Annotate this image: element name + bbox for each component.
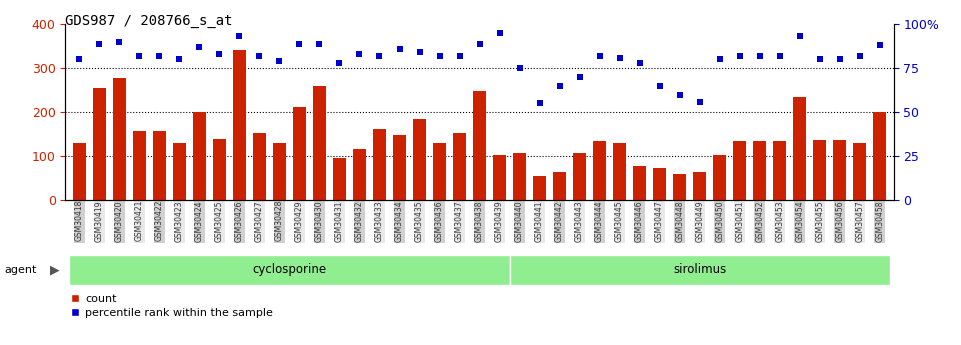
Bar [93,88,106,200]
Bar [653,168,666,200]
Point [612,55,628,60]
Bar [813,140,826,200]
Point [752,53,767,59]
Bar [593,141,606,200]
Point [812,57,827,62]
Point [272,58,287,64]
Bar [413,119,426,200]
Bar [633,166,646,200]
Bar [473,91,486,200]
Point [252,53,267,59]
Point [712,57,727,62]
Point [472,41,487,46]
Text: cyclosporine: cyclosporine [253,264,327,276]
Bar [613,143,627,200]
Point [552,83,567,89]
Bar [112,78,126,200]
Point [232,34,247,39]
Bar [173,143,185,200]
Point [332,60,347,66]
Text: ▶: ▶ [50,264,60,276]
Bar [73,143,86,200]
Bar [353,149,366,200]
Point [592,53,607,59]
Point [392,46,407,51]
Point [91,41,107,46]
Point [132,53,147,59]
Bar [493,155,506,200]
Text: agent: agent [5,265,37,275]
Text: sirolimus: sirolimus [673,264,727,276]
Bar [833,140,847,200]
Text: GDS987 / 208766_s_at: GDS987 / 208766_s_at [65,14,233,28]
Bar [273,143,286,200]
Bar [673,174,686,200]
Bar [213,139,226,200]
Bar [774,141,786,200]
Bar [713,155,727,200]
Point [772,53,787,59]
Bar [733,141,746,200]
Point [852,53,868,59]
Point [632,60,648,66]
Bar [373,129,386,200]
Point [652,83,667,89]
Point [531,101,547,106]
Point [311,41,327,46]
Bar [193,112,206,200]
Point [572,74,587,80]
Bar [433,143,446,200]
Bar [554,171,566,200]
Point [172,57,187,62]
Bar [693,171,706,200]
Bar [453,133,466,200]
Point [192,44,208,50]
Point [292,41,308,46]
Point [72,57,87,62]
Bar [509,255,890,285]
Point [372,53,387,59]
Point [732,53,748,59]
Bar [313,86,326,200]
Bar [874,112,886,200]
Point [832,57,848,62]
Legend: count, percentile rank within the sample: count, percentile rank within the sample [71,294,273,318]
Bar [853,143,866,200]
Bar [393,135,406,200]
Point [692,99,707,104]
Bar [573,152,586,200]
Point [352,51,367,57]
Point [672,92,687,97]
Point [492,30,507,36]
Bar [293,107,306,200]
Bar [133,131,146,200]
Bar [233,50,246,200]
Point [412,50,428,55]
Point [111,39,127,45]
Bar [513,153,526,200]
Bar [793,97,806,200]
Bar [69,255,509,285]
Bar [153,131,166,200]
Point [872,42,887,48]
Point [512,66,528,71]
Bar [753,141,766,200]
Point [452,53,467,59]
Bar [533,176,546,200]
Bar [253,133,266,200]
Point [211,51,227,57]
Bar [333,158,346,200]
Point [792,34,807,39]
Point [152,53,167,59]
Point [431,53,447,59]
